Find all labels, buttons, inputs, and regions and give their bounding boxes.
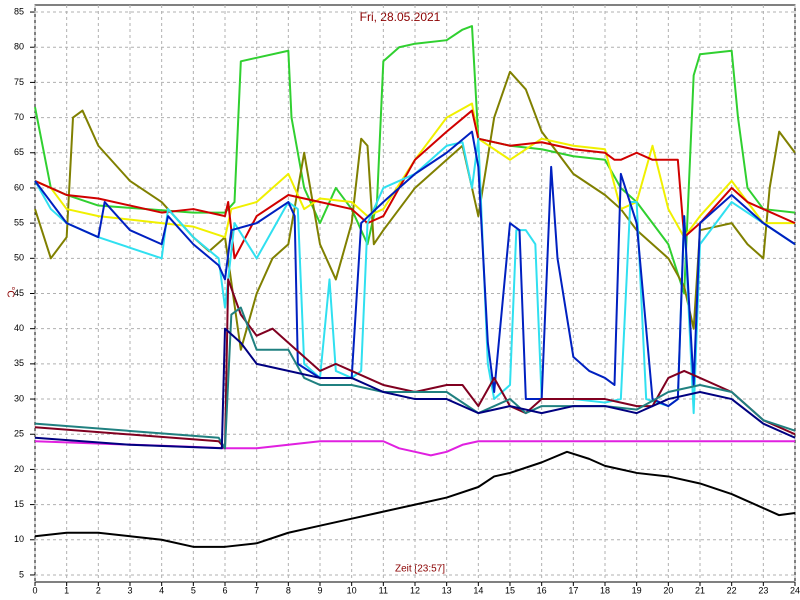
x-tick-label: 14 (473, 585, 483, 595)
chart-title: Fri, 28.05.2021 (360, 10, 441, 24)
x-tick-label: 18 (600, 585, 610, 595)
y-tick-label: 75 (14, 77, 24, 87)
y-tick-label: 5 (19, 569, 24, 579)
y-axis-label: °C (4, 286, 15, 297)
y-tick-label: 60 (14, 182, 24, 192)
x-tick-label: 22 (727, 585, 737, 595)
y-tick-label: 65 (14, 147, 24, 157)
y-tick-label: 40 (14, 323, 24, 333)
x-tick-label: 23 (758, 585, 768, 595)
x-tick-label: 2 (96, 585, 101, 595)
x-tick-label: 20 (663, 585, 673, 595)
x-tick-label: 10 (347, 585, 357, 595)
x-tick-label: 5 (191, 585, 196, 595)
y-tick-label: 15 (14, 499, 24, 509)
series-line (34, 109, 796, 260)
x-tick-label: 19 (632, 585, 642, 595)
x-tick-label: 11 (379, 585, 388, 595)
x-tick-label: 16 (537, 585, 547, 595)
y-tick-label: 80 (14, 42, 24, 52)
series-line (34, 450, 796, 548)
y-tick-label: 70 (14, 112, 24, 122)
series-line (34, 102, 795, 239)
y-tick-label: 50 (14, 253, 24, 263)
x-tick-label: 7 (254, 585, 259, 595)
x-tick-label: 8 (286, 585, 291, 595)
x-tick-label: 17 (568, 585, 578, 595)
y-tick-label: 35 (14, 358, 24, 368)
x-tick-label: 0 (32, 585, 37, 595)
y-tick-label: 55 (14, 218, 24, 228)
x-tick-label: 13 (442, 585, 452, 595)
series-line (34, 440, 795, 457)
series-line (34, 327, 796, 450)
x-tick-label: 24 (790, 585, 800, 595)
series-line (34, 278, 796, 450)
y-tick-label: 10 (14, 534, 24, 544)
y-tick-label: 20 (14, 464, 24, 474)
x-tick-label: 6 (222, 585, 227, 595)
y-tick-label: 45 (14, 288, 24, 298)
y-tick-label: 30 (14, 393, 24, 403)
series-line (34, 306, 796, 450)
x-tick-label: 4 (159, 585, 164, 595)
series-line (34, 137, 796, 415)
x-tick-label: 21 (695, 585, 705, 595)
y-tick-label: 85 (14, 6, 24, 16)
series-line (34, 25, 796, 295)
x-tick-label: 9 (317, 585, 322, 595)
y-tick-label: 25 (14, 429, 24, 439)
x-tick-label: 12 (410, 585, 420, 595)
x-tick-label: 15 (505, 585, 515, 595)
x-axis-label: Zeit [23:57] (395, 564, 445, 575)
x-tick-label: 3 (127, 585, 132, 595)
x-tick-label: 1 (64, 585, 69, 595)
